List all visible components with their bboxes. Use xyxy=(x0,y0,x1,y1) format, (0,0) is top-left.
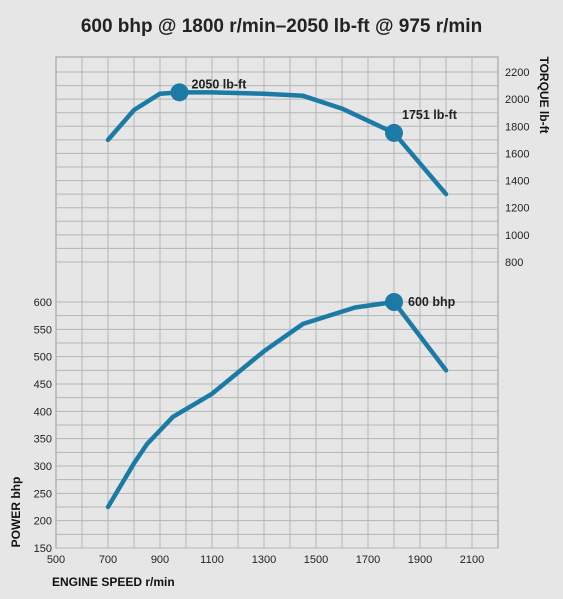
power-tick-label: 600 xyxy=(34,297,52,309)
torque-tick-label: 1400 xyxy=(505,176,529,188)
torque-annotation: 1751 lb-ft xyxy=(402,108,458,122)
torque-annotation: 2050 lb-ft xyxy=(192,77,248,91)
torque-tick-label: 1000 xyxy=(505,230,529,242)
torque-tick-label: 1200 xyxy=(505,203,529,215)
power-annotation: 600 bhp xyxy=(408,295,456,309)
torque-tick-label: 1600 xyxy=(505,148,529,160)
chart-title: 600 bhp @ 1800 r/min–2050 lb-ft @ 975 r/… xyxy=(80,16,483,37)
power-tick-label: 550 xyxy=(34,324,52,336)
x-tick-label: 2100 xyxy=(460,554,484,566)
x-tick-label: 1500 xyxy=(304,554,328,566)
power-tick-label: 250 xyxy=(34,488,52,500)
power-tick-label: 150 xyxy=(34,543,52,555)
x-tick-label: 1700 xyxy=(356,554,380,566)
power-tick-label: 500 xyxy=(34,352,52,364)
torque-tick-label: 1800 xyxy=(505,121,529,133)
x-tick-label: 1100 xyxy=(200,554,224,566)
x-axis-title: ENGINE SPEED r/min xyxy=(52,575,175,589)
power-tick-label: 300 xyxy=(34,461,52,473)
torque-tick-label: 2200 xyxy=(505,67,529,79)
x-tick-label: 900 xyxy=(151,554,169,566)
power-line xyxy=(105,299,449,510)
power-axis-title: POWER bhp xyxy=(9,477,23,548)
x-tick-label: 1300 xyxy=(252,554,276,566)
torque-tick-label: 2000 xyxy=(505,94,529,106)
torque-marker xyxy=(170,83,189,102)
x-tick-label: 1900 xyxy=(408,554,432,566)
torque-axis-title: TORQUE lb-ft xyxy=(537,56,551,133)
power-tick-label: 200 xyxy=(34,516,52,528)
power-tick-label: 400 xyxy=(34,406,52,418)
x-tick-label: 700 xyxy=(99,554,117,566)
torque-line xyxy=(105,90,449,197)
torque-marker xyxy=(385,123,403,142)
power-tick-label: 450 xyxy=(34,379,52,391)
power-marker xyxy=(385,293,403,311)
x-tick-label: 500 xyxy=(47,554,65,566)
torque-tick-label: 800 xyxy=(505,257,523,269)
power-tick-label: 350 xyxy=(34,434,52,446)
